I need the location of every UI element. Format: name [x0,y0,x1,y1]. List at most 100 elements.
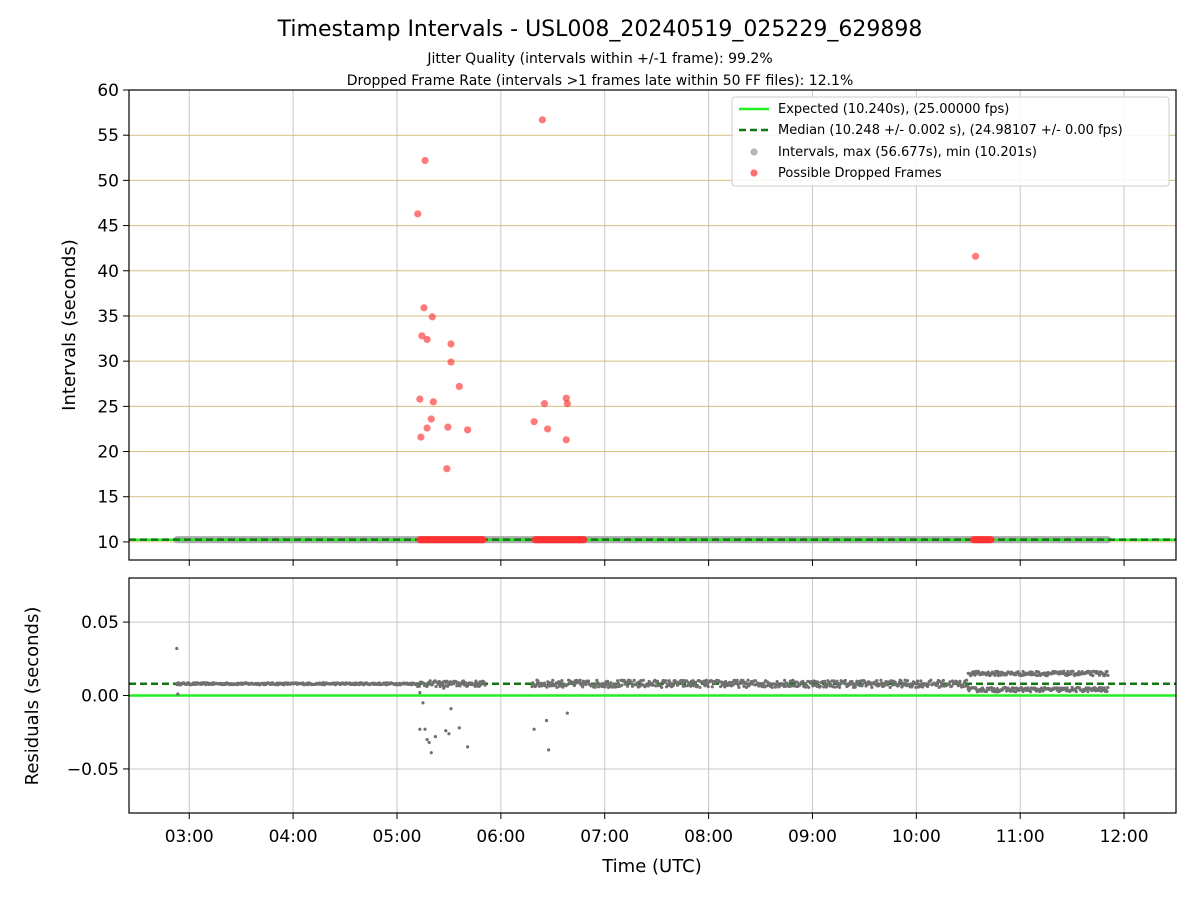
residual-point [863,681,867,685]
residual-point [584,682,588,687]
residual-point [995,686,999,691]
residual-point [1066,669,1070,674]
residual-point [753,679,758,683]
legend-dropped-swatch [750,169,758,177]
residual-point [986,670,990,674]
residual-point [1019,686,1024,690]
x-tick-label: 12:00 [1100,827,1149,847]
dropped-frame-point [428,313,436,321]
residual-point [704,678,709,682]
residual-point [1105,669,1109,674]
intervals-y-tick-label: 10 [97,533,119,553]
residual-point [903,678,907,682]
residuals-x-ticks: 03:00 04:00 05:00 06:00 07:00 08:00 09:00 10:00… [165,813,1149,847]
x-tick-label: 09:00 [788,827,837,847]
residual-point [418,690,422,695]
residual-point [958,679,962,683]
residual-point [653,678,657,683]
dropped-frame-point [562,394,570,402]
residual-point [735,678,739,682]
residual-point [628,678,632,683]
intervals-y-tick-label: 60 [97,81,119,101]
residual-point [668,681,672,685]
x-axis-label: Time (UTC) [601,856,702,877]
residual-point [482,680,486,685]
residual-point [770,685,774,689]
residual-point [1099,689,1103,693]
residual-point [915,682,919,686]
intervals-y-tick-label: 50 [97,171,119,191]
residual-point [694,680,698,685]
residual-point [807,685,811,689]
residual-point [984,689,989,694]
residual-point [746,678,750,682]
residual-point [853,685,857,689]
residual-point [605,682,609,686]
residual-point [560,679,564,683]
residual-point [425,737,429,742]
residual-point [606,679,610,683]
residual-point [950,684,954,688]
residual-point [783,678,787,683]
dropped-frame-point [987,536,995,544]
residual-point [1028,690,1033,694]
residual-point [1106,685,1110,690]
x-tick-label: 07:00 [580,827,629,847]
dropped-frame-point [464,426,472,434]
residual-point [728,680,732,684]
residual-point [789,684,793,688]
dropped-frame-point [429,398,437,406]
residual-point [176,692,180,696]
residual-point [679,678,684,683]
residuals-y-tick-label: −0.05 [67,760,119,780]
residual-point [1097,673,1102,677]
residual-point [710,685,714,689]
residual-point [886,683,890,687]
residual-point [581,685,585,689]
residual-point [551,678,555,682]
intervals-y-tick-label: 45 [97,217,119,237]
residual-point [620,683,624,687]
dropped-frame-point [971,252,980,260]
residual-point [999,673,1003,677]
residual-point [428,679,432,683]
residual-point [948,680,952,684]
x-tick-label: 10:00 [892,827,941,847]
residual-point [762,681,766,685]
residual-point [989,685,994,690]
residual-point [625,681,629,685]
residual-point [861,682,865,686]
residual-point [641,678,645,682]
residual-point [1071,669,1075,673]
residual-point [833,685,837,689]
residual-point [1021,689,1025,694]
residuals-panel: −0.050.000.05 03:00 04:00 05:00 06:00 07:00 0… [22,577,1177,877]
residual-point [532,727,536,731]
chart-title: Timestamp Intervals - USL008_20240519_02… [277,17,923,42]
residual-point [609,681,613,685]
residual-point [722,682,726,686]
residual-point [1065,686,1069,690]
intervals-y-tick-label: 20 [97,443,119,463]
intervals-plot-frame [128,89,1177,561]
residual-point [893,680,897,684]
residual-point [737,685,741,689]
residual-point [544,718,549,723]
residual-point [859,679,863,683]
residual-point [646,684,650,688]
residual-point [888,685,892,689]
residuals-y-tick-label: 0.05 [81,613,119,633]
residual-point [461,679,466,683]
residual-point [655,679,660,683]
residual-point [654,684,658,688]
residual-point [464,681,468,685]
residual-point [1102,686,1107,690]
residual-point [837,685,842,689]
residual-point [421,701,425,705]
residual-point [1086,690,1090,694]
residual-point [666,683,670,687]
dropped-frame-point [580,536,588,544]
dropped-frame-point [447,340,455,348]
residual-point [561,685,565,689]
